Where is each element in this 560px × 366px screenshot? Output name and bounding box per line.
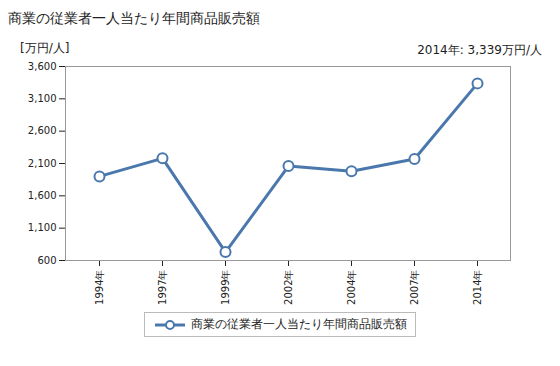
svg-text:3,100: 3,100 — [28, 93, 57, 104]
svg-text:1997年: 1997年 — [157, 270, 168, 305]
svg-text:2002年: 2002年 — [283, 270, 294, 305]
svg-text:2,100: 2,100 — [28, 158, 57, 169]
svg-text:3,600: 3,600 — [28, 61, 57, 72]
svg-text:600: 600 — [37, 255, 56, 266]
svg-text:1994年: 1994年 — [94, 270, 105, 305]
svg-text:2004年: 2004年 — [346, 270, 357, 305]
svg-text:1,100: 1,100 — [28, 222, 57, 233]
svg-text:1,600: 1,600 — [28, 190, 57, 201]
svg-text:2007年: 2007年 — [409, 270, 420, 305]
svg-text:1999年: 1999年 — [220, 270, 231, 305]
html-text:2014年: 3,339万円/人: 2014年: 3,339万円/人 — [417, 43, 542, 57]
html-text:[万円/人]: [万円/人] — [20, 41, 70, 55]
html-text:商業の従業者一人当たり年間商品販売額: 商業の従業者一人当たり年間商品販売額 — [8, 10, 260, 26]
html-text:商業の従業者一人当たり年間商品販売額: 商業の従業者一人当たり年間商品販売額 — [191, 317, 407, 331]
svg-text:2014年: 2014年 — [472, 270, 483, 305]
svg-text:2,600: 2,600 — [28, 125, 57, 136]
